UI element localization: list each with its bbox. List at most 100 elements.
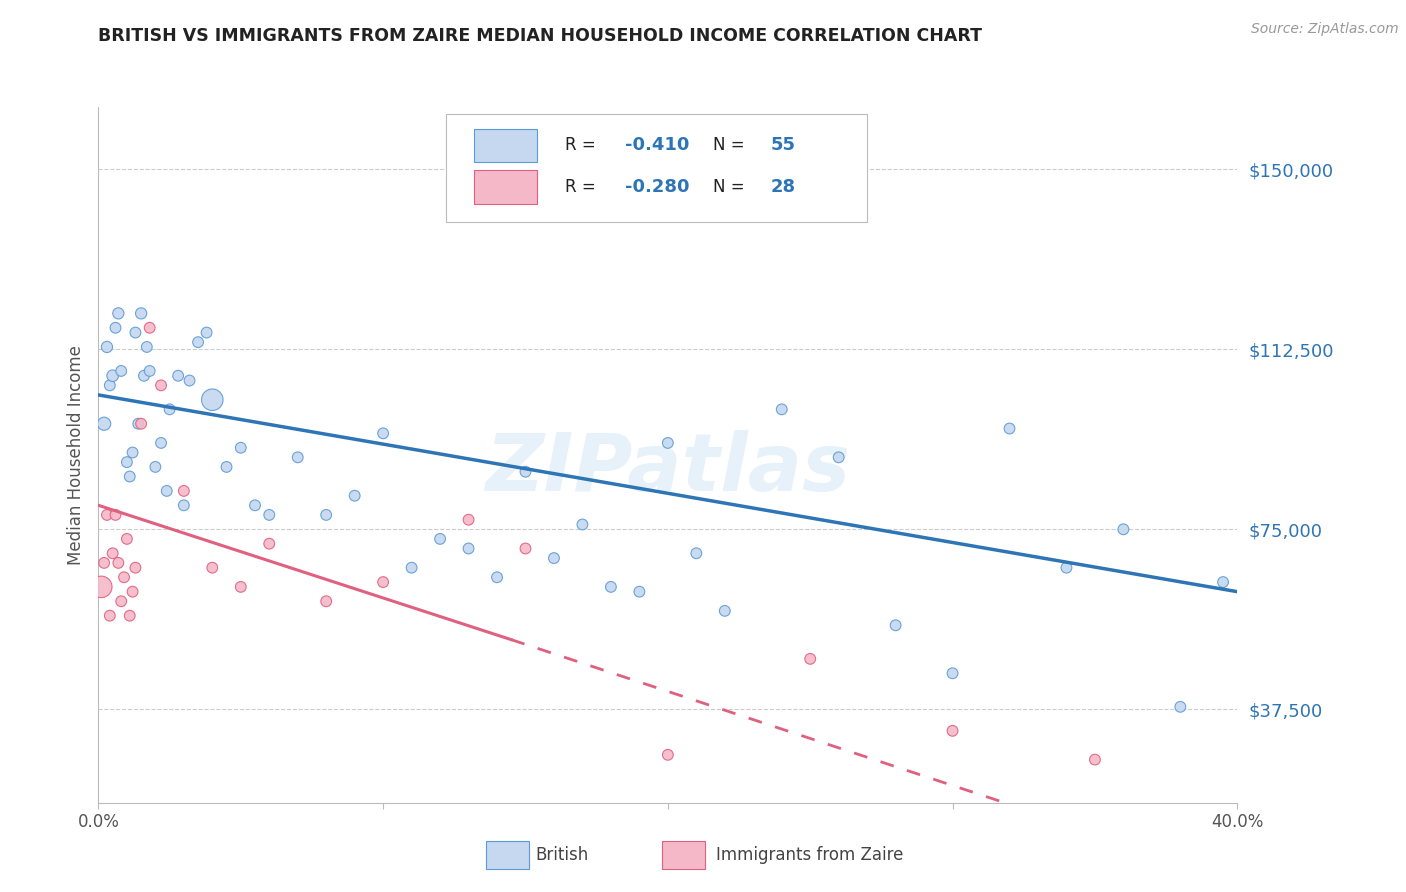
Text: 28: 28 — [770, 178, 796, 196]
Point — [93, 556, 115, 570]
Point — [884, 618, 907, 632]
Point — [1084, 753, 1107, 767]
Point — [107, 306, 129, 320]
Point — [112, 570, 135, 584]
Point — [104, 320, 127, 334]
Point — [942, 666, 965, 681]
Point — [98, 378, 121, 392]
Point — [998, 421, 1021, 435]
Point — [138, 320, 160, 334]
Text: Source: ZipAtlas.com: Source: ZipAtlas.com — [1251, 21, 1399, 36]
Point — [187, 335, 209, 350]
Point — [104, 508, 127, 522]
Point — [121, 584, 143, 599]
Text: R =: R = — [565, 136, 602, 154]
Text: Immigrants from Zaire: Immigrants from Zaire — [716, 846, 903, 864]
Point — [429, 532, 451, 546]
Point — [315, 594, 337, 608]
Point — [201, 560, 224, 574]
Point — [173, 498, 195, 512]
Point — [127, 417, 149, 431]
Point — [628, 584, 651, 599]
Point — [110, 594, 132, 608]
Point — [828, 450, 851, 465]
Point — [457, 513, 479, 527]
Point — [115, 455, 138, 469]
Point — [129, 417, 152, 431]
Point — [150, 436, 173, 450]
Text: ZIPatlas: ZIPatlas — [485, 430, 851, 508]
Point — [259, 537, 281, 551]
Point — [685, 546, 707, 560]
Text: BRITISH VS IMMIGRANTS FROM ZAIRE MEDIAN HOUSEHOLD INCOME CORRELATION CHART: BRITISH VS IMMIGRANTS FROM ZAIRE MEDIAN … — [98, 27, 983, 45]
Y-axis label: Median Household Income: Median Household Income — [66, 345, 84, 565]
Point — [1056, 560, 1078, 574]
Text: R =: R = — [565, 178, 602, 196]
Point — [118, 608, 141, 623]
Point — [259, 508, 281, 522]
Point — [515, 541, 537, 556]
Point — [486, 570, 509, 584]
Text: British: British — [536, 846, 589, 864]
Point — [138, 364, 160, 378]
Point — [110, 364, 132, 378]
Point — [156, 483, 179, 498]
Point — [714, 604, 737, 618]
Point — [315, 508, 337, 522]
Point — [543, 551, 565, 566]
Point — [515, 465, 537, 479]
Point — [101, 546, 124, 560]
Point — [243, 498, 266, 512]
Text: N =: N = — [713, 136, 751, 154]
Point — [90, 580, 112, 594]
Point — [96, 508, 118, 522]
FancyBboxPatch shape — [485, 841, 529, 869]
Point — [135, 340, 157, 354]
Point — [215, 459, 238, 474]
Point — [457, 541, 479, 556]
Point — [107, 556, 129, 570]
Point — [373, 575, 395, 590]
Point — [121, 445, 143, 459]
Point — [132, 368, 155, 383]
Point — [373, 426, 395, 441]
Point — [571, 517, 593, 532]
FancyBboxPatch shape — [474, 128, 537, 162]
Point — [195, 326, 218, 340]
Point — [179, 374, 201, 388]
Point — [343, 489, 366, 503]
Point — [600, 580, 623, 594]
Point — [799, 652, 821, 666]
Point — [942, 723, 965, 738]
Point — [159, 402, 181, 417]
Text: 55: 55 — [770, 136, 796, 154]
Point — [93, 417, 115, 431]
Point — [129, 306, 152, 320]
Point — [115, 532, 138, 546]
Point — [201, 392, 224, 407]
Point — [98, 608, 121, 623]
Point — [657, 436, 679, 450]
FancyBboxPatch shape — [474, 170, 537, 203]
Point — [287, 450, 309, 465]
Point — [124, 326, 146, 340]
Point — [229, 580, 252, 594]
FancyBboxPatch shape — [662, 841, 706, 869]
Point — [167, 368, 190, 383]
Point — [657, 747, 679, 762]
Point — [96, 340, 118, 354]
Point — [1212, 575, 1234, 590]
Text: -0.280: -0.280 — [624, 178, 689, 196]
Point — [173, 483, 195, 498]
Point — [401, 560, 423, 574]
Point — [229, 441, 252, 455]
Text: N =: N = — [713, 178, 751, 196]
Point — [101, 368, 124, 383]
Point — [770, 402, 793, 417]
Point — [150, 378, 173, 392]
Point — [145, 459, 167, 474]
Point — [1112, 522, 1135, 536]
Point — [124, 560, 146, 574]
Text: -0.410: -0.410 — [624, 136, 689, 154]
Point — [118, 469, 141, 483]
